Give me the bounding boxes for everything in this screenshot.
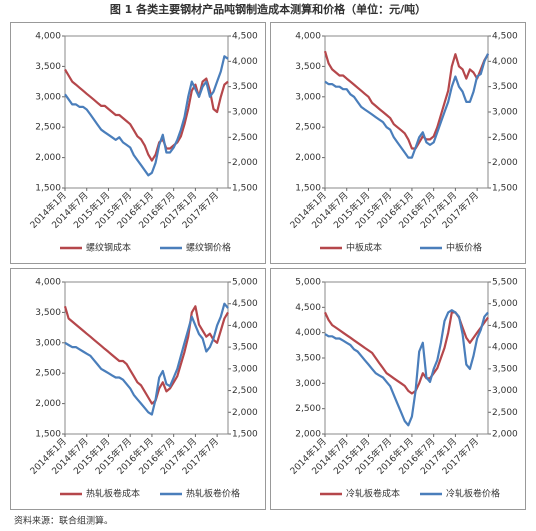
y-tick-label: 2,500 xyxy=(35,369,61,379)
y2-tick-label: 3,500 xyxy=(232,343,258,353)
legend-label: 冷轧板卷价格 xyxy=(446,488,500,500)
y2-tick-label: 2,500 xyxy=(232,133,258,143)
y2-tick-label: 3,000 xyxy=(232,108,258,118)
y-tick-label: 4,000 xyxy=(35,278,61,288)
y-tick-label: 4,000 xyxy=(295,328,321,338)
y2-tick-label: 1,500 xyxy=(232,184,258,194)
y-tick-label: 4,000 xyxy=(35,32,61,42)
y2-tick-label: 3,000 xyxy=(232,364,258,374)
plot-frame xyxy=(324,35,489,189)
y2-tick-label: 5,000 xyxy=(232,278,258,288)
y2-tick-label: 2,000 xyxy=(492,430,518,440)
y-tick-label: 3,500 xyxy=(35,62,61,72)
y-tick-label: 4,000 xyxy=(295,32,321,42)
legend-label: 中板成本 xyxy=(346,242,382,254)
series-line xyxy=(63,305,229,405)
series-line xyxy=(324,53,489,159)
series-line xyxy=(323,50,489,150)
y2-tick-label: 2,000 xyxy=(232,158,258,168)
panel-border xyxy=(270,268,526,510)
y-tick-label: 2,500 xyxy=(295,123,321,133)
series-line xyxy=(64,55,229,177)
y-tick-label: 1,500 xyxy=(35,430,61,440)
y2-tick-label: 2,000 xyxy=(232,408,258,418)
y2-tick-label: 3,500 xyxy=(492,82,518,92)
y2-tick-label: 4,500 xyxy=(492,32,518,42)
plot-frame xyxy=(64,35,229,189)
legend-label: 冷轧板卷成本 xyxy=(346,488,400,500)
y2-tick-label: 3,500 xyxy=(492,364,518,374)
series-line xyxy=(324,309,489,427)
panel-border xyxy=(10,268,266,510)
y2-tick-label: 1,500 xyxy=(232,430,258,440)
source-note: 资料来源：联合组测算。 xyxy=(14,515,113,527)
y2-tick-label: 3,000 xyxy=(492,108,518,118)
y-tick-label: 3,000 xyxy=(295,379,321,389)
y2-tick-label: 5,500 xyxy=(492,278,518,288)
y2-tick-label: 2,000 xyxy=(492,158,518,168)
y2-tick-label: 5,000 xyxy=(492,299,518,309)
y2-tick-label: 4,000 xyxy=(492,57,518,67)
y2-tick-label: 1,500 xyxy=(492,184,518,194)
legend-label: 螺纹钢成本 xyxy=(86,242,131,254)
y-tick-label: 2,000 xyxy=(35,399,61,409)
y-tick-label: 3,000 xyxy=(295,92,321,102)
y-tick-label: 2,500 xyxy=(35,123,61,133)
y-tick-label: 5,000 xyxy=(295,278,321,288)
panel-border xyxy=(10,22,266,264)
plot-frame xyxy=(324,281,489,435)
y2-tick-label: 4,500 xyxy=(232,299,258,309)
legend-label: 中板价格 xyxy=(446,242,482,254)
chart-panel: 1,500 2,000 2,500 3,000 3,500 4,000 1,500 2,000… xyxy=(10,268,266,510)
y-tick-label: 3,500 xyxy=(35,308,61,318)
y-tick-label: 2,500 xyxy=(295,404,321,414)
y2-tick-label: 3,500 xyxy=(232,82,258,92)
series-line xyxy=(64,302,229,416)
y-tick-label: 3,000 xyxy=(35,338,61,348)
y-tick-label: 1,500 xyxy=(295,184,321,194)
y-tick-label: 3,000 xyxy=(35,92,61,102)
y2-tick-label: 4,000 xyxy=(492,343,518,353)
y-tick-label: 2,000 xyxy=(35,153,61,163)
y-tick-label: 3,500 xyxy=(295,62,321,72)
legend-label: 热轧板卷成本 xyxy=(86,488,140,500)
y2-tick-label: 4,500 xyxy=(232,32,258,42)
y2-tick-label: 2,500 xyxy=(232,386,258,396)
y-tick-label: 2,000 xyxy=(295,430,321,440)
y2-tick-label: 2,500 xyxy=(492,133,518,143)
legend-label: 热轧板卷价格 xyxy=(186,488,240,500)
y-tick-label: 3,500 xyxy=(295,354,321,364)
plot-frame xyxy=(64,281,229,435)
y-tick-label: 4,500 xyxy=(295,303,321,313)
figure-title: 图 1 各类主要钢材产品吨钢制造成本测算和价格（单位：元/吨） xyxy=(110,2,426,16)
y-tick-label: 2,000 xyxy=(295,153,321,163)
y2-tick-label: 2,500 xyxy=(492,408,518,418)
y2-tick-label: 4,000 xyxy=(232,321,258,331)
y2-tick-label: 3,000 xyxy=(492,386,518,396)
y-tick-label: 1,500 xyxy=(35,184,61,194)
y2-tick-label: 4,500 xyxy=(492,321,518,331)
panel-border xyxy=(270,22,526,264)
y2-tick-label: 4,000 xyxy=(232,57,258,67)
legend-label: 螺纹钢价格 xyxy=(186,242,231,254)
